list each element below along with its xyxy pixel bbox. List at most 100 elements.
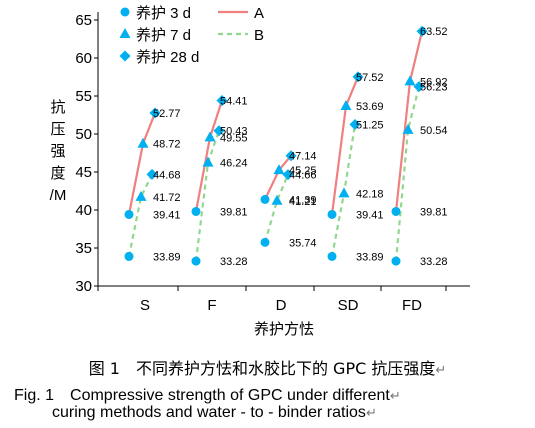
y-tick-label: 35 <box>75 240 92 257</box>
data-label: 39.81 <box>220 206 248 218</box>
series-a-line <box>194 100 224 212</box>
figure-caption-english-line1: Fig. 1 Compressive strength of GPC under… <box>14 381 535 405</box>
data-label: 41.21 <box>289 196 317 208</box>
series-b-28d-point <box>349 119 361 130</box>
data-label: 54.41 <box>220 95 248 107</box>
series-b-3d-point <box>260 237 270 247</box>
series-a-7d-point <box>404 75 416 86</box>
data-label: 41.72 <box>153 192 181 204</box>
data-label: 39.41 <box>153 209 181 221</box>
x-tick-label: SD <box>338 297 359 314</box>
series-a-28d-point <box>285 150 297 162</box>
data-label: 51.25 <box>356 120 384 132</box>
y-axis-title-char: 压 <box>50 121 65 138</box>
y-axis-title-char: 度 <box>50 165 65 182</box>
data-label: 39.41 <box>356 209 384 221</box>
data-label: 33.28 <box>420 256 448 268</box>
series-a-3d-point <box>391 206 401 216</box>
data-label: 53.69 <box>356 101 384 113</box>
data-label: 35.74 <box>289 237 317 249</box>
series-b-7d-point <box>271 194 283 205</box>
series-b-3d-point <box>191 256 201 266</box>
series-b-3d-point <box>327 251 337 261</box>
series-a-28d-point <box>352 71 364 83</box>
series-b-28d-point <box>413 81 425 93</box>
series-a-3d-point <box>260 194 270 204</box>
series-a-3d-point <box>124 209 134 219</box>
data-label: 49.55 <box>220 132 248 144</box>
series-b-line <box>263 174 290 243</box>
series-a-7d-point <box>137 137 149 148</box>
series-b-28d-point <box>146 168 158 180</box>
legend-diamond-icon <box>119 50 131 62</box>
caption-zh-text: 图 1 不同养护方怯和水胶比下的 GPC 抗压强度 <box>88 359 436 378</box>
data-label: 44.66 <box>289 170 317 182</box>
y-tick-label: 65 <box>75 12 92 29</box>
series-a-28d-point <box>149 107 161 119</box>
y-axis-title-char: 抗 <box>50 99 65 116</box>
legend-label: 养护 3 d <box>136 5 191 22</box>
data-label: 48.72 <box>153 139 181 151</box>
x-tick-label: D <box>276 297 287 314</box>
series-b-7d-point <box>202 156 214 167</box>
x-axis-title: 养护方怯 <box>254 321 314 338</box>
x-tick-label: F <box>207 297 216 314</box>
legend-label: A <box>254 5 264 22</box>
caption-en-line2-text: curing methods and water - to - binder r… <box>52 404 366 421</box>
data-label: 33.89 <box>356 251 384 263</box>
figure-caption-english-line2: curing methods and water - to - binder r… <box>52 404 535 422</box>
data-label: 47.14 <box>289 151 317 163</box>
data-label: 57.52 <box>356 72 384 84</box>
series-a-3d-point <box>327 209 337 219</box>
legend-label: 养护 28 d <box>136 49 199 66</box>
x-tick-label: S <box>140 297 150 314</box>
series-a-3d-point <box>191 206 201 216</box>
return-mark: ↵ <box>435 363 447 378</box>
x-tick-label: FD <box>402 297 422 314</box>
series-b-28d-point <box>282 169 294 181</box>
y-axis-title-char: 强 <box>50 143 65 160</box>
data-label: 42.18 <box>356 188 384 200</box>
legend-triangle-icon <box>119 28 131 38</box>
series-b-28d-point <box>213 125 225 137</box>
y-tick-label: 60 <box>75 50 92 67</box>
series-a-line <box>394 30 424 212</box>
data-label: 41.39 <box>289 194 317 206</box>
data-label: 33.89 <box>153 251 181 263</box>
series-a-28d-point <box>416 25 428 37</box>
data-label: 52.77 <box>153 108 181 120</box>
series-b-3d-point <box>124 251 134 261</box>
data-label: 56.92 <box>420 76 448 88</box>
series-b-7d-point <box>135 190 147 201</box>
legend-label: B <box>254 27 264 44</box>
caption-en-line1-text: Fig. 1 Compressive strength of GPC under… <box>14 387 390 404</box>
return-mark: ↵ <box>389 389 401 404</box>
series-a-7d-point <box>204 131 216 142</box>
y-tick-label: 30 <box>75 278 92 295</box>
legend-label: 养护 7 d <box>136 27 191 44</box>
data-label: 56.23 <box>420 82 448 94</box>
data-label: 63.52 <box>420 26 448 38</box>
y-axis-title-char: /M <box>50 187 67 204</box>
y-tick-label: 40 <box>75 202 92 219</box>
data-label: 45.25 <box>289 165 317 177</box>
series-b-7d-point <box>402 123 414 134</box>
data-label: 39.81 <box>420 206 448 218</box>
data-label: 44.68 <box>153 169 181 181</box>
series-b-line <box>127 173 153 257</box>
y-tick-label: 55 <box>75 88 92 105</box>
return-mark: ↵ <box>365 406 377 421</box>
compressive-strength-chart: 39.41 48.72 52.77 33.89 41.72 44.68 39.81 49.55… <box>50 5 470 338</box>
series-a-7d-point <box>273 164 285 175</box>
legend-circle-icon <box>120 7 130 17</box>
figure-caption-chinese: 图 1 不同养护方怯和水胶比下的 GPC 抗压强度↵ <box>0 355 535 379</box>
y-tick-label: 50 <box>75 126 92 143</box>
data-label: 50.43 <box>220 126 248 138</box>
series-a-28d-point <box>216 94 228 106</box>
series-b-3d-point <box>391 256 401 266</box>
data-label: 50.54 <box>420 125 448 137</box>
series-a-7d-point <box>340 99 352 110</box>
y-tick-label: 45 <box>75 164 92 181</box>
data-label: 33.28 <box>220 256 248 268</box>
data-label: 46.24 <box>220 158 248 170</box>
